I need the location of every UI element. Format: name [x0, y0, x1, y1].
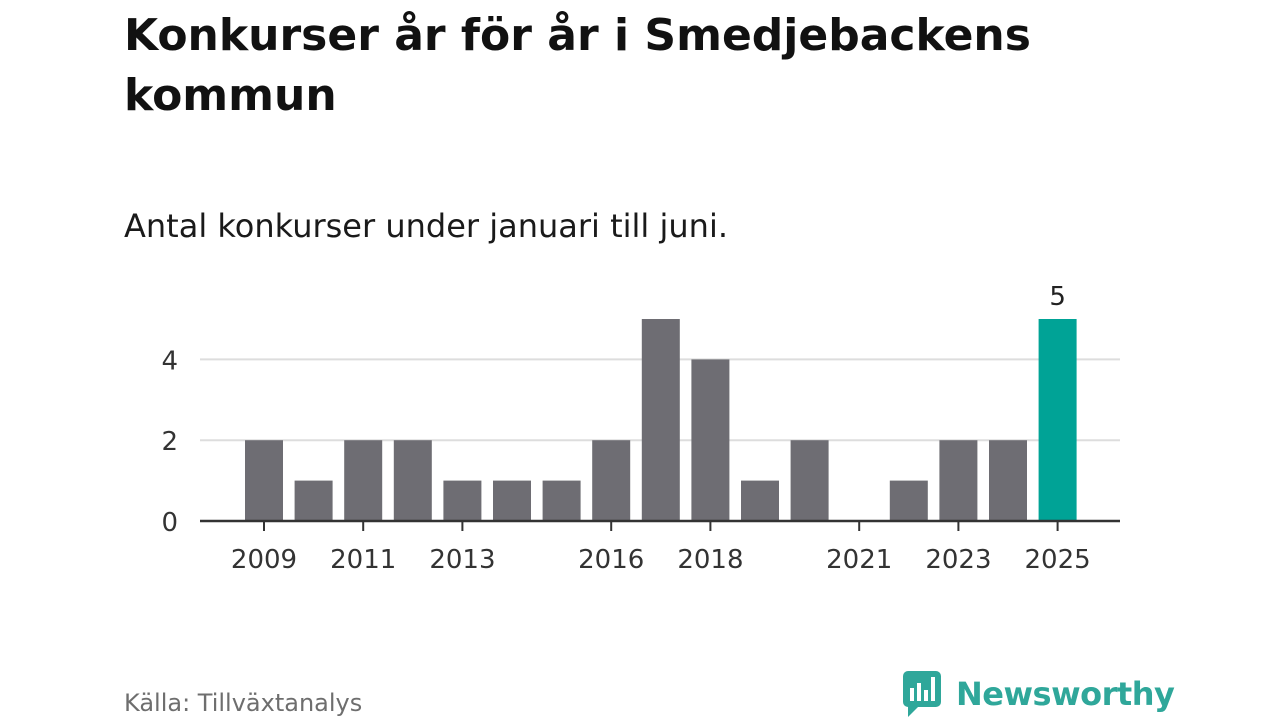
newsworthy-brand: Newsworthy — [956, 675, 1175, 713]
chart-subtitle: Antal konkurser under januari till juni. — [124, 207, 728, 245]
bar-2011 — [344, 440, 383, 521]
bars — [245, 319, 1077, 521]
x-tick-label: 2025 — [1025, 545, 1091, 575]
bar-2014 — [493, 480, 531, 521]
bar-2013 — [443, 480, 482, 521]
chart-title: Konkurser år för år i Smedjebackens komm… — [124, 10, 1031, 121]
x-tick-label: 2023 — [925, 545, 991, 575]
source-note: Källa: Tillväxtanalys — [124, 689, 363, 717]
x-tick-label: 2013 — [429, 545, 495, 575]
bar-2017 — [641, 319, 680, 521]
bar-2016 — [592, 440, 631, 521]
x-tick-label: 2021 — [826, 545, 892, 575]
newsworthy-logo-icon — [903, 671, 941, 717]
x-tick-label: 2011 — [330, 545, 396, 575]
bar-2020 — [790, 440, 829, 521]
x-axis — [200, 519, 1120, 531]
newsworthy-logo: Newsworthy — [902, 670, 1175, 718]
bar-2024 — [989, 440, 1027, 521]
y-tick-label: 4 — [161, 346, 178, 376]
data-label-2025: 5 — [1049, 282, 1066, 312]
x-tick-label: 2016 — [578, 545, 644, 575]
bar-2019 — [741, 480, 779, 521]
bar-2025 — [1038, 319, 1077, 521]
bar-2012 — [393, 440, 432, 521]
bar-2018 — [691, 359, 730, 521]
bar-2023 — [939, 440, 978, 521]
bar-2009 — [245, 440, 283, 521]
bar-2015 — [542, 480, 581, 521]
y-tick-label: 0 — [161, 508, 178, 538]
y-tick-label: 2 — [161, 427, 178, 457]
labels: 0 2 4 2009 2011 2013 2016 2018 2021 2023 2025 5 — [161, 282, 1090, 575]
x-tick-label: 2018 — [677, 545, 743, 575]
bar-2022 — [889, 480, 928, 521]
bar-2010 — [294, 480, 333, 521]
x-tick-label: 2009 — [231, 545, 297, 575]
